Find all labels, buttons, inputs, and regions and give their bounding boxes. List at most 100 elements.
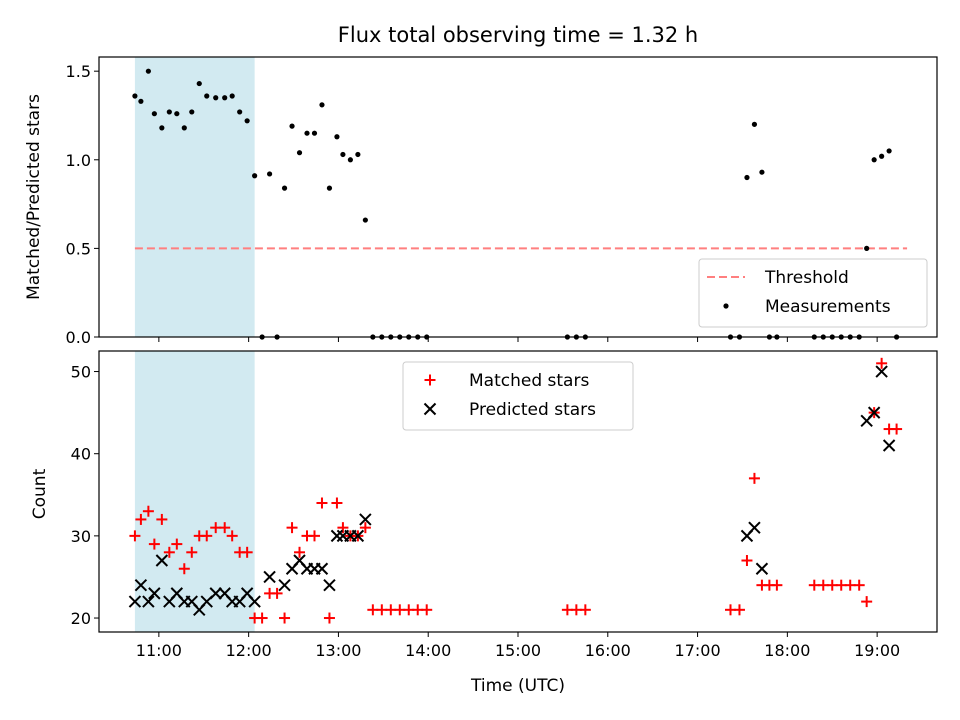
predicted-point-34 xyxy=(867,406,881,419)
matched-point-27 xyxy=(331,497,343,509)
measurement-point-15 xyxy=(244,118,250,124)
predicted-point-36-b xyxy=(882,439,896,452)
panel-bottom: 20 30 40 50 11:00 12:00 13:00 14:00 15:00 16:00 17… xyxy=(71,350,938,660)
measurement-point-27 xyxy=(334,134,340,140)
matched-point-20 xyxy=(279,612,291,624)
predicted-point-16-b xyxy=(248,595,261,608)
predicted-point-31 xyxy=(748,521,761,534)
matched-point-5 xyxy=(163,546,175,558)
matched-point-28 xyxy=(337,522,349,534)
matched-point-41 xyxy=(579,604,591,616)
y-tick-label-0: 20 xyxy=(71,609,91,628)
matched-point-38 xyxy=(421,604,433,616)
x-tick-label-6: 17:00 xyxy=(675,641,721,660)
measurement-point-18 xyxy=(266,171,273,177)
measurement-point-57 xyxy=(879,153,885,159)
predicted-point-18-b xyxy=(278,578,291,592)
predicted-point-17-b xyxy=(263,570,276,584)
measurement-point-12 xyxy=(222,95,228,101)
predicted-point-15-b xyxy=(240,587,254,600)
matched-point-0 xyxy=(129,530,141,542)
measurement-point-4 xyxy=(159,125,165,131)
predicted-point-28 xyxy=(351,529,365,543)
x-tick-label-4: 15:00 xyxy=(495,641,541,660)
x-axis-label: Time (UTC) xyxy=(470,676,565,696)
matched-point-31 xyxy=(359,522,371,534)
matched-point-10 xyxy=(201,530,213,542)
panel-top: 0.0 0.5 1.0 1.5 Threshold Measurements xyxy=(66,56,938,347)
measurement-point-13 xyxy=(229,93,235,99)
measurement-point-22 xyxy=(296,150,303,156)
matched-point-59 xyxy=(891,423,903,435)
measurement-point-26 xyxy=(326,185,333,191)
matched-point-55 xyxy=(861,596,873,608)
measurement-point-9 xyxy=(196,80,202,87)
legend-label-0: Matched stars xyxy=(469,371,589,391)
predicted-point-0-b xyxy=(128,595,142,608)
predicted-point-2-b xyxy=(142,595,155,608)
matched-point-24 xyxy=(308,530,320,542)
y-tick-label-2: 40 xyxy=(71,445,91,464)
measurement-point-55 xyxy=(864,245,870,251)
matched-point-8 xyxy=(186,546,198,558)
legend-marker-0 xyxy=(424,374,436,386)
predicted-point-32 xyxy=(755,562,769,575)
predicted-point-35 xyxy=(875,365,888,378)
predicted-point-1 xyxy=(134,578,148,592)
measurement-point-23 xyxy=(304,130,310,136)
matched-point-2 xyxy=(142,505,154,517)
predicted-point-23-b xyxy=(315,562,329,575)
measurement-point-7 xyxy=(181,125,187,131)
matched-point-17 xyxy=(256,612,268,624)
legend-marker-1 xyxy=(723,303,729,309)
x-tick-label-0: 11:00 xyxy=(136,641,182,660)
axes-frame xyxy=(98,56,938,338)
matched-point-48 xyxy=(771,579,783,591)
predicted-point-8-b xyxy=(185,595,198,608)
legend-marker-1 xyxy=(423,402,437,416)
legend-label-0: Threshold xyxy=(764,268,849,288)
measurement-point-56 xyxy=(871,157,877,163)
shaded-interval xyxy=(134,57,255,337)
x-tick-label-1: 12:00 xyxy=(226,641,272,660)
legend-label-1: Measurements xyxy=(765,297,891,317)
matched-point-13 xyxy=(226,530,238,542)
y-tick-label-3: 1.5 xyxy=(66,62,91,81)
x-tick-label-3: 14:00 xyxy=(405,641,451,660)
y-tick-label-1: 30 xyxy=(71,527,91,546)
matched-point-15 xyxy=(241,546,253,558)
measurement-point-28 xyxy=(340,151,346,158)
measurement-point-11 xyxy=(213,95,219,101)
matched-point-19 xyxy=(271,587,283,599)
predicted-point-11-b xyxy=(209,587,222,600)
matched-point-25 xyxy=(316,497,328,509)
legend: Matched stars Predicted stars xyxy=(402,361,634,431)
predicted-point-24-b xyxy=(323,578,336,592)
predicted-point-36 xyxy=(882,439,896,452)
legend-box xyxy=(402,361,634,431)
measurement-point-25 xyxy=(319,102,325,108)
measurement-point-16 xyxy=(252,173,258,179)
legend-label-1: Predicted stars xyxy=(469,400,596,420)
measurement-point-5 xyxy=(166,109,172,115)
chart-title: Flux total observing time = 1.32 h xyxy=(338,23,698,47)
x-tick-label-2: 13:00 xyxy=(315,641,361,660)
predicted-point-4 xyxy=(155,554,169,567)
measurement-point-30 xyxy=(355,151,361,158)
predicted-point-4-b xyxy=(155,554,169,567)
measurement-point-45 xyxy=(751,121,758,127)
predicted-point-34-b xyxy=(867,406,881,419)
predicted-point-3-b xyxy=(148,587,161,600)
predicted-point-16 xyxy=(248,595,261,608)
measurement-point-20 xyxy=(281,185,288,191)
predicted-point-0 xyxy=(128,595,142,608)
predicted-point-12-b xyxy=(218,587,231,600)
measurement-point-10 xyxy=(204,93,210,99)
predicted-point-24 xyxy=(323,578,336,592)
predicted-point-11 xyxy=(209,587,222,600)
matched-point-1 xyxy=(135,513,147,525)
measurement-point-58 xyxy=(886,148,892,154)
predicted-point-28-b xyxy=(351,529,365,543)
measurement-point-8 xyxy=(189,109,195,115)
y-tick-label-2: 1.0 xyxy=(66,151,91,170)
